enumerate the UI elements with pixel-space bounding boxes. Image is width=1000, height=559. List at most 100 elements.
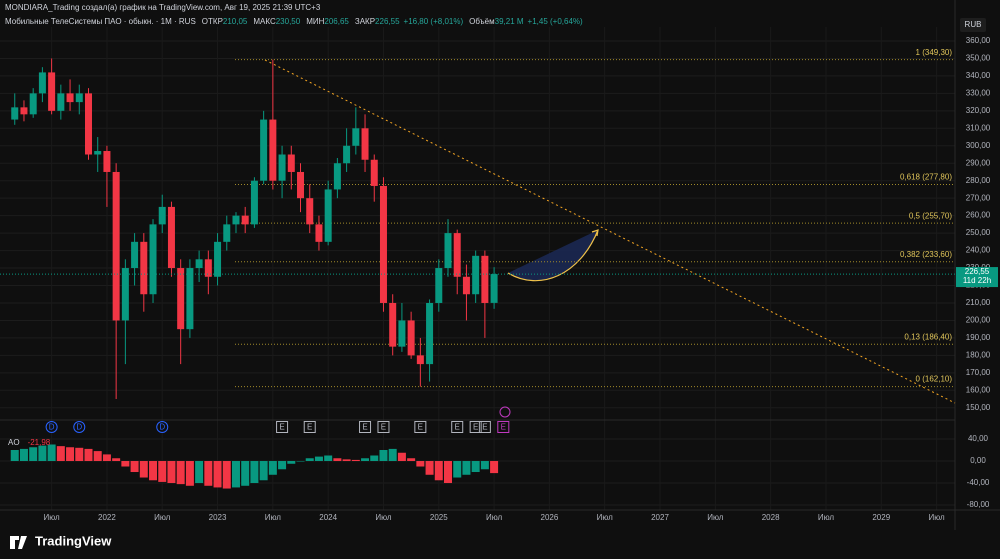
ao-bar: [19, 448, 28, 462]
y-tick-label: 40,00: [968, 434, 989, 443]
candle-body: [324, 189, 332, 242]
ao-bar: [342, 459, 351, 462]
x-tick-label: Июл: [265, 513, 282, 522]
x-tick-label: Июл: [43, 513, 60, 522]
candle-body: [333, 163, 341, 190]
event-marker: [276, 421, 289, 433]
ao-bar: [471, 461, 480, 473]
ao-bar: [75, 447, 84, 462]
ao-bar: [185, 461, 194, 486]
fib-label: 1 (349,30): [916, 48, 953, 57]
ao-bar: [121, 461, 130, 467]
volume-change: +1,45 (+0,64%): [528, 17, 583, 26]
candle-body: [472, 255, 480, 295]
fib-label: 0 (162,10): [916, 375, 953, 384]
legend: Мобильные ТелеСистемы ПАО · обыкн. · 1М …: [5, 17, 583, 26]
ao-bar: [407, 458, 416, 462]
event-marker: [414, 421, 427, 433]
stat-value: 210,05: [223, 17, 248, 26]
candle-body: [131, 241, 139, 269]
event-label: E: [279, 423, 284, 432]
candle-body: [278, 154, 286, 181]
candle-body: [343, 145, 351, 164]
event-label: E: [381, 423, 386, 432]
candle-body: [241, 215, 249, 225]
x-tick-label: 2022: [98, 513, 116, 522]
candle-body: [490, 274, 498, 303]
stat-label: ОТКР: [202, 17, 223, 26]
candle-body: [416, 355, 424, 365]
ao-bar: [93, 451, 102, 462]
candle-body: [481, 255, 489, 303]
change: +16,80 (+8,01%): [404, 17, 464, 26]
arrow-head: [591, 229, 599, 237]
x-tick-label: Июл: [486, 513, 503, 522]
volume: 39,21 M: [495, 17, 524, 26]
candle-body: [204, 259, 212, 277]
ao-bar: [10, 450, 19, 462]
ao-bar: [29, 447, 38, 462]
event-marker: [377, 421, 390, 433]
event-label: D: [76, 423, 82, 432]
event-marker: [451, 421, 464, 433]
ao-bar: [434, 461, 443, 481]
y-tick-label: 180,00: [966, 350, 991, 359]
candle-body: [269, 119, 277, 181]
ao-value: -21,98: [28, 438, 51, 447]
candle-body: [167, 206, 175, 269]
event-icon: [499, 406, 511, 418]
candle-body: [121, 268, 129, 321]
ao-bar: [259, 461, 268, 481]
y-tick-label: 300,00: [966, 141, 991, 150]
symbol: Мобильные ТелеСистемы ПАО · обыкн. · 1М …: [5, 17, 196, 26]
event-label: E: [455, 423, 460, 432]
event-label: D: [159, 423, 165, 432]
event-label: E: [307, 423, 312, 432]
ao-bar: [453, 461, 462, 478]
y-tick-label: 210,00: [966, 298, 991, 307]
y-tick-label: 360,00: [966, 36, 991, 45]
fib-label: 0,13 (186,40): [904, 332, 952, 341]
y-tick-label: 310,00: [966, 123, 991, 132]
ao-bar: [379, 450, 388, 462]
ao-bar: [158, 461, 167, 482]
ao-bar: [250, 461, 259, 484]
ao-bar: [241, 461, 250, 486]
ao-bar: [167, 461, 176, 484]
candle-body: [112, 171, 120, 321]
y-tick-label: 340,00: [966, 71, 991, 80]
ao-bar: [397, 452, 406, 462]
projection-area: [508, 230, 598, 281]
event-marker: [469, 421, 482, 433]
candle-body: [389, 302, 397, 347]
ao-bar: [444, 461, 453, 484]
currency-button[interactable]: [960, 18, 986, 32]
stat-value: 206,65: [324, 17, 349, 26]
plot: 1 (349,30) 0,618 (277,80) 0,5 (255,70) 0,38…: [0, 48, 955, 489]
stat-label: МАКС: [253, 17, 276, 26]
ao-bar: [305, 458, 314, 462]
ao-bar: [84, 448, 93, 462]
price-tag: [956, 267, 998, 288]
x-tick-label: Июл: [375, 513, 392, 522]
event-marker: [45, 421, 58, 433]
event-label: E: [501, 423, 506, 432]
ao-bar: [130, 461, 139, 473]
y-tick-label: 170,00: [966, 368, 991, 377]
ao-bar: [139, 461, 148, 478]
ao-bar: [480, 461, 489, 470]
x-tick-label: 2027: [651, 513, 669, 522]
ao-bar: [425, 461, 434, 475]
candle-body: [29, 93, 37, 115]
fib-label: 0,618 (277,80): [900, 173, 952, 182]
currency[interactable]: RUB: [965, 20, 982, 29]
candle-body: [287, 154, 295, 172]
logo: TradingView: [35, 533, 112, 548]
candle-body: [398, 320, 406, 347]
x-tick-label: 2024: [319, 513, 337, 522]
candle-body: [444, 233, 452, 269]
ao-bar: [324, 455, 333, 462]
candle-body: [250, 180, 258, 225]
ao-bar: [102, 454, 111, 462]
x-tick-label: 2025: [430, 513, 448, 522]
